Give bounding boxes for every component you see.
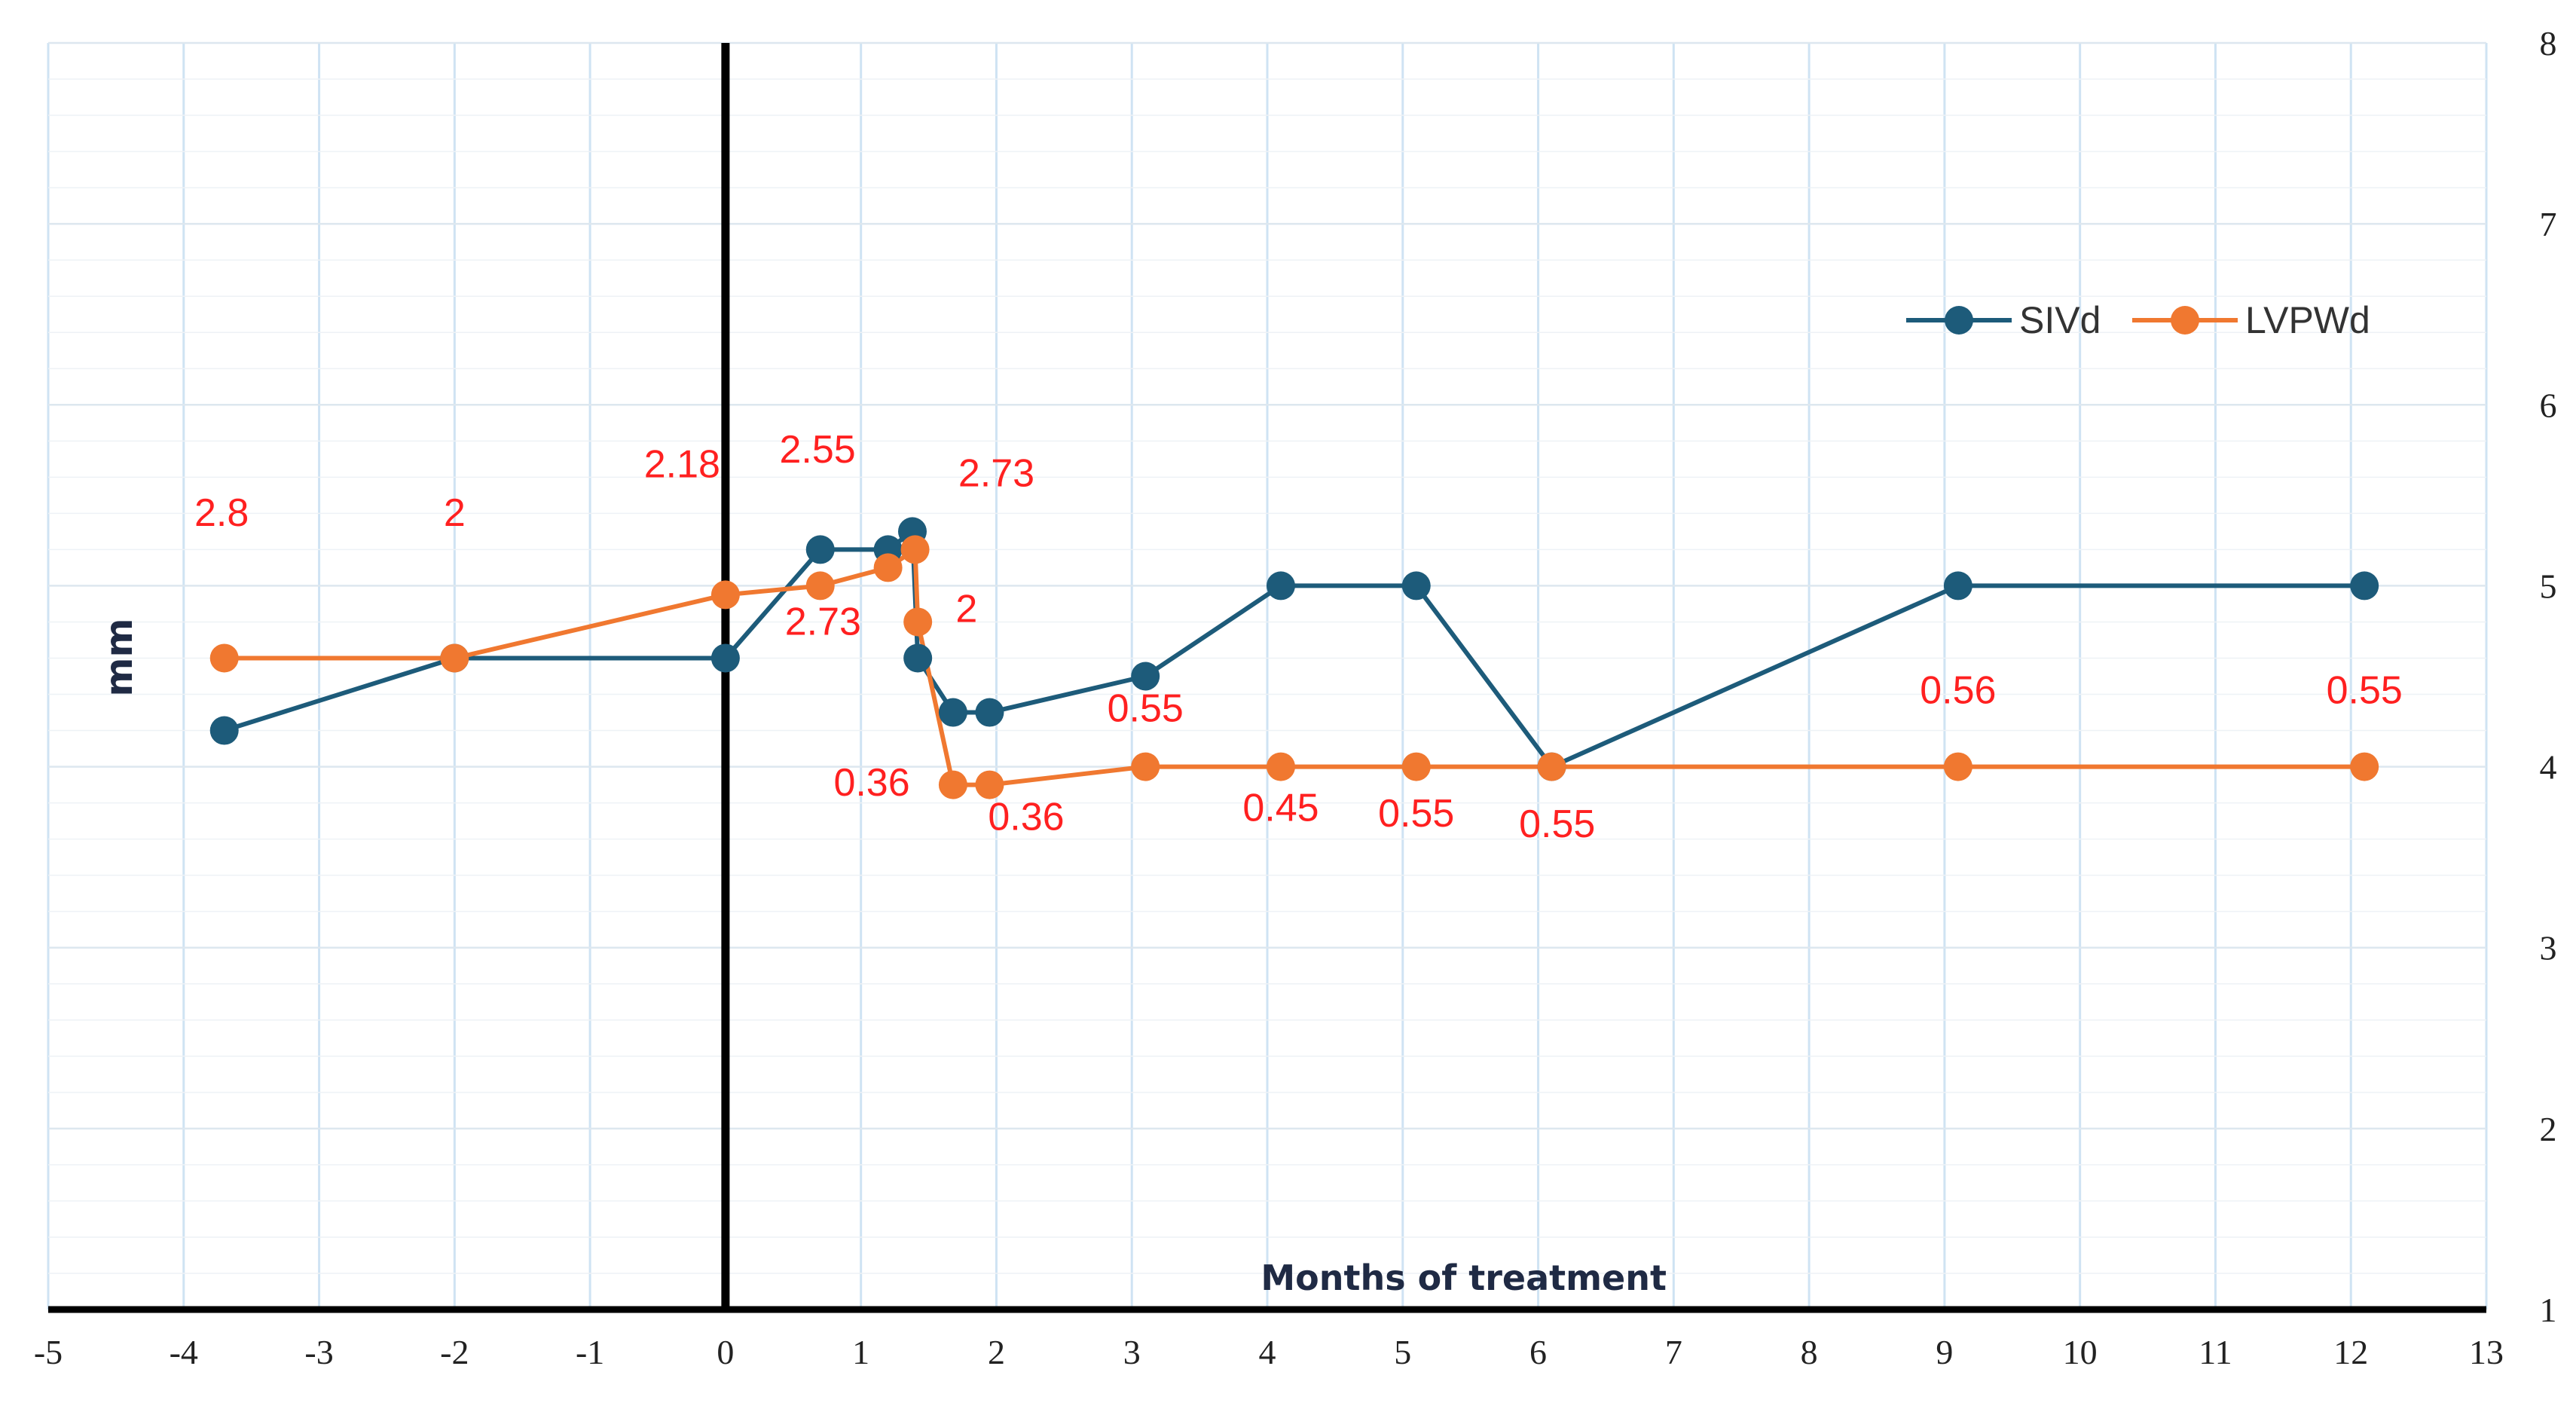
data-point-sivd [805, 535, 835, 564]
x-tick-label: 1 [852, 1333, 869, 1371]
y-tick-label: 4 [2540, 748, 2557, 787]
data-labels: 2.8 2 2.18 2.55 2.73 2.73 2 0.55 0.36 0.36 0.45 0.5… [194, 428, 2403, 846]
data-point-lvpwd [1943, 752, 1972, 781]
data-label: 2 [955, 587, 977, 631]
data-label: 0.36 [988, 796, 1064, 839]
y-tick-label: 2 [2540, 1110, 2557, 1148]
data-label: 0.45 [1242, 787, 1319, 830]
x-tick-label: -1 [576, 1333, 604, 1371]
y-tick-label: 6 [2540, 386, 2557, 424]
data-point-sivd [1401, 571, 1431, 601]
data-label: 2.73 [958, 451, 1034, 495]
data-point-lvpwd [1537, 752, 1566, 781]
gridlines [47, 41, 2488, 1311]
y-tick-label: 7 [2540, 205, 2557, 243]
x-tick-label: 8 [1801, 1333, 1818, 1371]
y-axis-title: mm [97, 618, 141, 696]
data-point-lvpwd [975, 770, 1004, 799]
x-tick-label: 3 [1123, 1333, 1141, 1371]
data-point-sivd [1266, 571, 1295, 601]
x-tick-label: 10 [2063, 1333, 2098, 1371]
legend-label-sivd: SIVd [2019, 299, 2101, 341]
data-label: 0.36 [833, 761, 909, 805]
x-tick-label: 4 [1259, 1333, 1276, 1371]
x-tick-label: 12 [2333, 1333, 2368, 1371]
x-tick-label: 7 [1665, 1333, 1682, 1371]
x-tick-label: 13 [2469, 1333, 2504, 1371]
axes: -5 -4 -3 -2 -1 0 1 2 3 4 5 6 7 8 9 10 11 12 1312345678mmMo… [34, 24, 2557, 1371]
x-tick-label: 0 [717, 1333, 734, 1371]
y-tick-label: 8 [2540, 24, 2557, 63]
data-point-sivd [903, 643, 933, 673]
x-tick-label: 9 [1936, 1333, 1953, 1371]
data-label: 2.55 [780, 428, 856, 472]
data-point-lvpwd [900, 535, 930, 564]
data-point-lvpwd [209, 643, 239, 673]
x-tick-label: 2 [988, 1333, 1005, 1371]
x-tick-label: -5 [34, 1333, 63, 1371]
data-point-lvpwd [1131, 752, 1160, 781]
data-point-sivd [1131, 662, 1160, 691]
y-tick-label: 5 [2540, 567, 2557, 605]
x-tick-label: 6 [1529, 1333, 1547, 1371]
data-label: 2 [444, 491, 466, 535]
data-point-lvpwd [938, 770, 967, 799]
data-label: 2.18 [644, 442, 720, 486]
x-tick-label: -3 [304, 1333, 333, 1371]
data-label: 0.55 [1519, 802, 1595, 846]
x-tick-label: -4 [170, 1333, 198, 1371]
data-point-sivd [938, 698, 967, 727]
data-point-sivd [1943, 571, 1972, 601]
data-label: 0.55 [2327, 669, 2403, 713]
data-label: 2.8 [194, 491, 249, 535]
data-label: 2.73 [785, 600, 861, 643]
y-tick-label: 1 [2540, 1291, 2557, 1329]
data-label: 0.55 [1108, 687, 1184, 731]
legend-marker-sivd [1945, 306, 1973, 335]
x-tick-label: 5 [1394, 1333, 1411, 1371]
legend: SIVd LVPWd [1906, 299, 2370, 341]
data-point-sivd [209, 716, 239, 745]
data-point-lvpwd [873, 553, 903, 582]
series-line-sivd [223, 529, 2365, 769]
data-point-sivd [2350, 571, 2379, 601]
data-label: 0.55 [1378, 792, 1454, 836]
data-point-lvpwd [1266, 752, 1295, 781]
data-point-lvpwd [440, 643, 469, 673]
legend-label-lvpwd: LVPWd [2245, 299, 2370, 341]
data-point-lvpwd [805, 571, 835, 601]
data-point-sivd [710, 643, 740, 673]
x-tick-label: -2 [440, 1333, 469, 1371]
data-point-lvpwd [903, 607, 933, 637]
series-lines [209, 517, 2379, 799]
x-axis-title: Months of treatment [1260, 1258, 1667, 1298]
x-tick-label: 11 [2199, 1333, 2232, 1371]
legend-marker-lvpwd [2171, 306, 2199, 335]
data-point-sivd [975, 698, 1004, 727]
data-point-lvpwd [2350, 752, 2379, 781]
data-point-lvpwd [710, 580, 740, 610]
data-point-lvpwd [1401, 752, 1431, 781]
data-label: 0.56 [1920, 669, 1996, 713]
y-tick-label: 3 [2540, 929, 2557, 967]
